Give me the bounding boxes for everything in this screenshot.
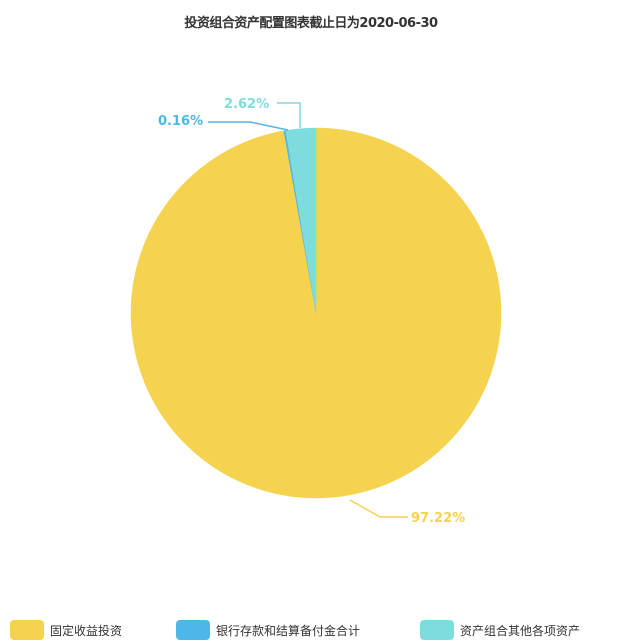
legend-item-fixed-income[interactable]: 固定收益投资	[10, 619, 122, 641]
leader-lines	[208, 102, 408, 518]
legend-swatch-bank-deposits	[176, 620, 210, 640]
legend-item-bank-deposits[interactable]: 银行存款和结算备付金合计	[176, 619, 360, 641]
pie-slice-other-assets[interactable]	[285, 127, 317, 314]
data-labels: 97.22% 0.16% 2.62%	[158, 97, 465, 526]
leader-line-fixed-income	[349, 499, 408, 518]
leader-line-other-assets	[277, 102, 301, 128]
chart-title: 投资组合资产配置图表截止日为2020-06-30	[184, 16, 438, 31]
data-label-bank-deposits: 0.16%	[158, 114, 203, 129]
data-label-other-assets: 2.62%	[224, 97, 269, 112]
data-label-fixed-income: 97.22%	[411, 511, 465, 526]
legend-label-other-assets: 资产组合其他各项资产	[460, 623, 581, 638]
leader-line-bank-deposits	[208, 121, 289, 131]
legend-swatch-other-assets	[420, 620, 454, 640]
legend-label-bank-deposits: 银行存款和结算备付金合计	[216, 623, 361, 638]
legend-item-other-assets[interactable]: 资产组合其他各项资产	[420, 619, 580, 641]
legend-label-fixed-income: 固定收益投资	[50, 623, 123, 638]
legend: 固定收益投资 银行存款和结算备付金合计 资产组合其他各项资产	[0, 619, 622, 641]
pie-slices	[130, 127, 502, 499]
legend-swatch-fixed-income	[10, 620, 44, 640]
